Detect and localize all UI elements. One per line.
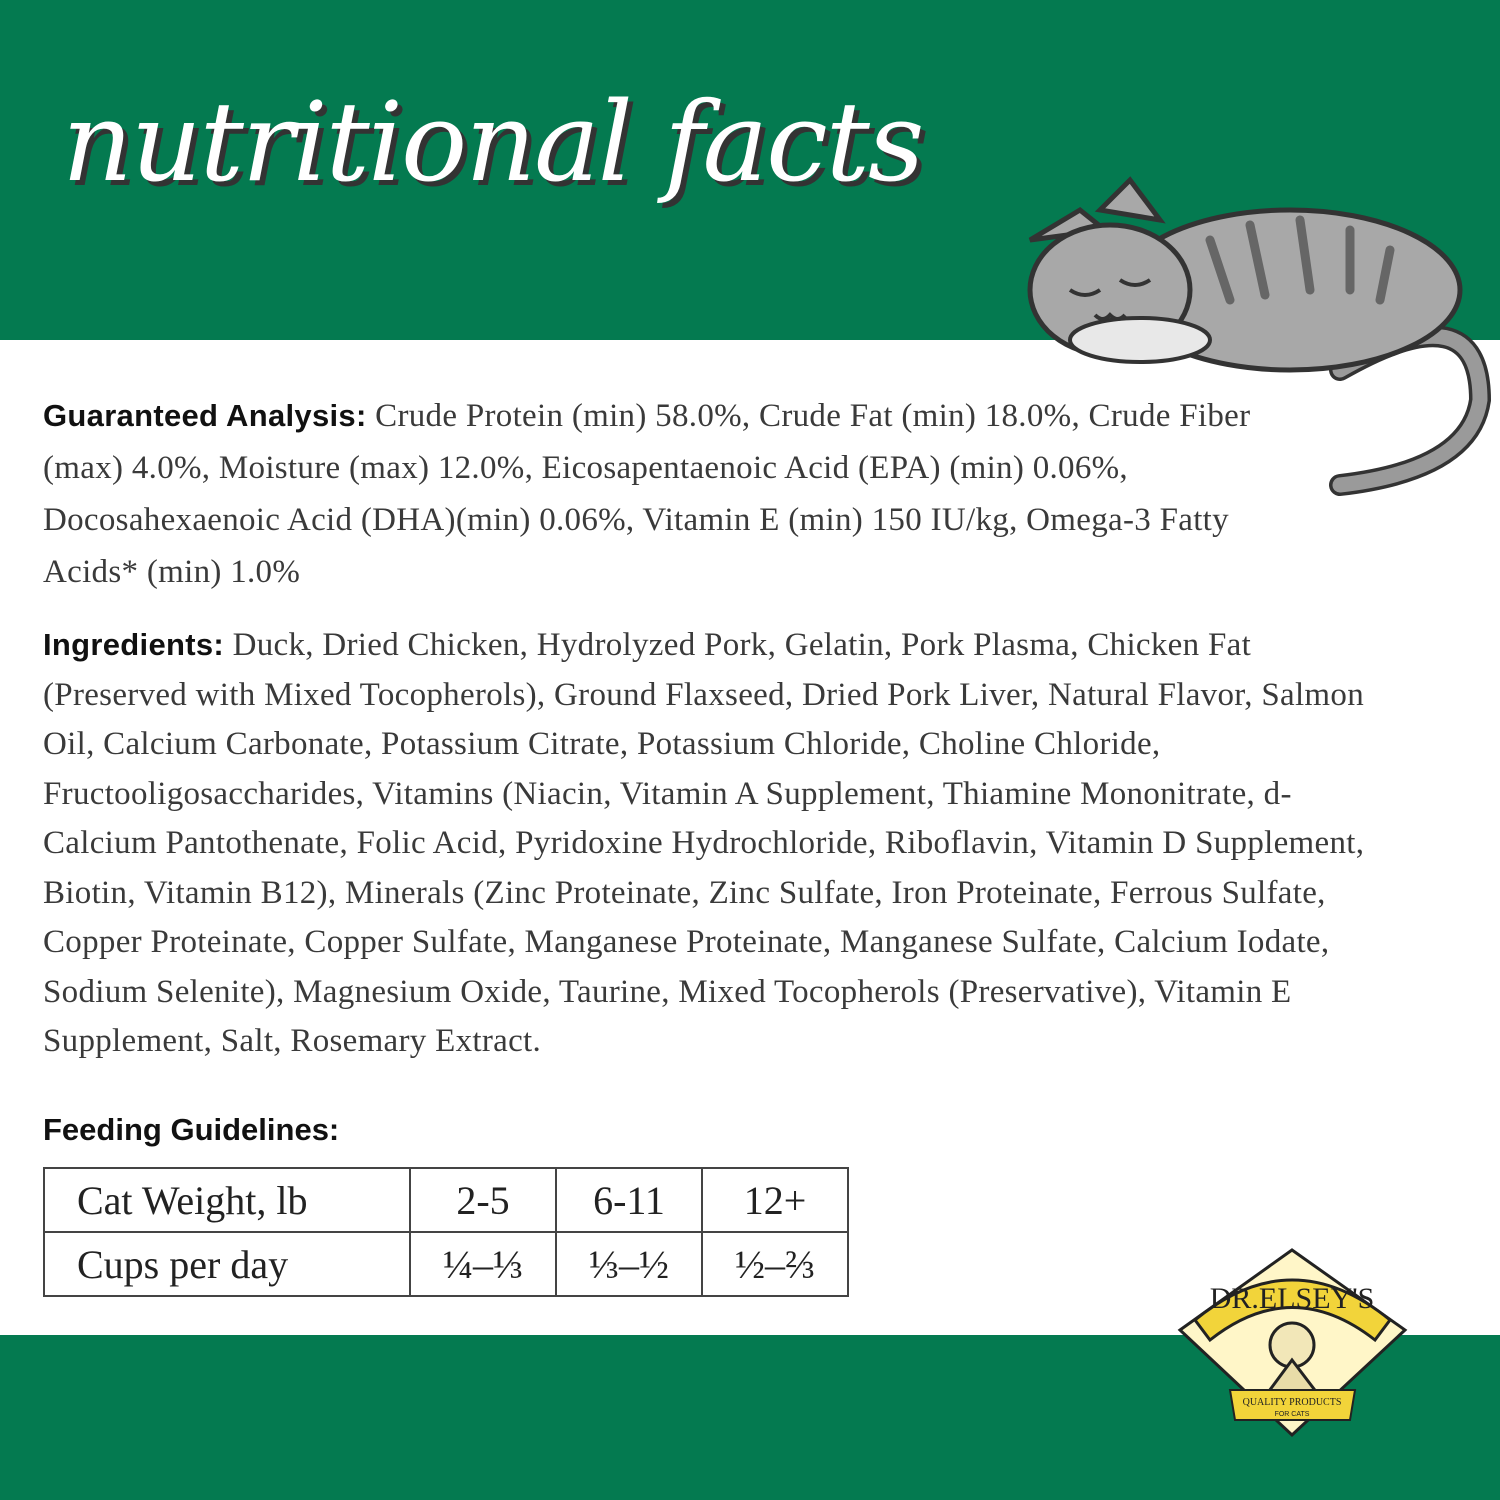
guaranteed-analysis-label: Guaranteed Analysis: xyxy=(43,398,367,433)
row-header: Cat Weight, lb xyxy=(43,1167,411,1233)
table-row: Cat Weight, lb 2-5 6-11 12+ xyxy=(43,1167,849,1233)
table-row: Cups per day ¼–⅓ ⅓–½ ½–⅔ xyxy=(43,1231,849,1297)
row-header: Cups per day xyxy=(43,1231,411,1297)
guaranteed-analysis: Guaranteed Analysis: Crude Protein (min)… xyxy=(43,390,1273,598)
feeding-guidelines-heading: Feeding Guidelines: xyxy=(43,1112,340,1147)
ingredients-text: Duck, Dried Chicken, Hydrolyzed Pork, Ge… xyxy=(43,627,1365,1059)
svg-text:FOR CATS: FOR CATS xyxy=(1275,1411,1310,1418)
table-cell: ½–⅔ xyxy=(701,1231,849,1297)
page-title: nutritional facts xyxy=(62,78,924,206)
table-cell: 12+ xyxy=(701,1167,849,1233)
table-cell: ⅓–½ xyxy=(555,1231,703,1297)
ingredients: Ingredients: Duck, Dried Chicken, Hydrol… xyxy=(43,620,1393,1067)
ingredients-label: Ingredients: xyxy=(43,627,225,662)
sleeping-cat-illustration xyxy=(1027,176,1492,496)
dr-elseys-logo: DR.ELSEY'S QUALITY PRODUCTS FOR CATS xyxy=(1177,1248,1408,1438)
table-cell: 2-5 xyxy=(409,1167,557,1233)
table-cell: ¼–⅓ xyxy=(409,1231,557,1297)
table-cell: 6-11 xyxy=(555,1167,703,1233)
guaranteed-analysis-text: Crude Protein (min) 58.0%, Crude Fat (mi… xyxy=(43,398,1251,590)
feeding-table: Cat Weight, lb 2-5 6-11 12+ Cups per day… xyxy=(43,1167,849,1297)
svg-text:DR.ELSEY'S: DR.ELSEY'S xyxy=(1210,1282,1375,1315)
svg-text:QUALITY PRODUCTS: QUALITY PRODUCTS xyxy=(1243,1397,1342,1408)
